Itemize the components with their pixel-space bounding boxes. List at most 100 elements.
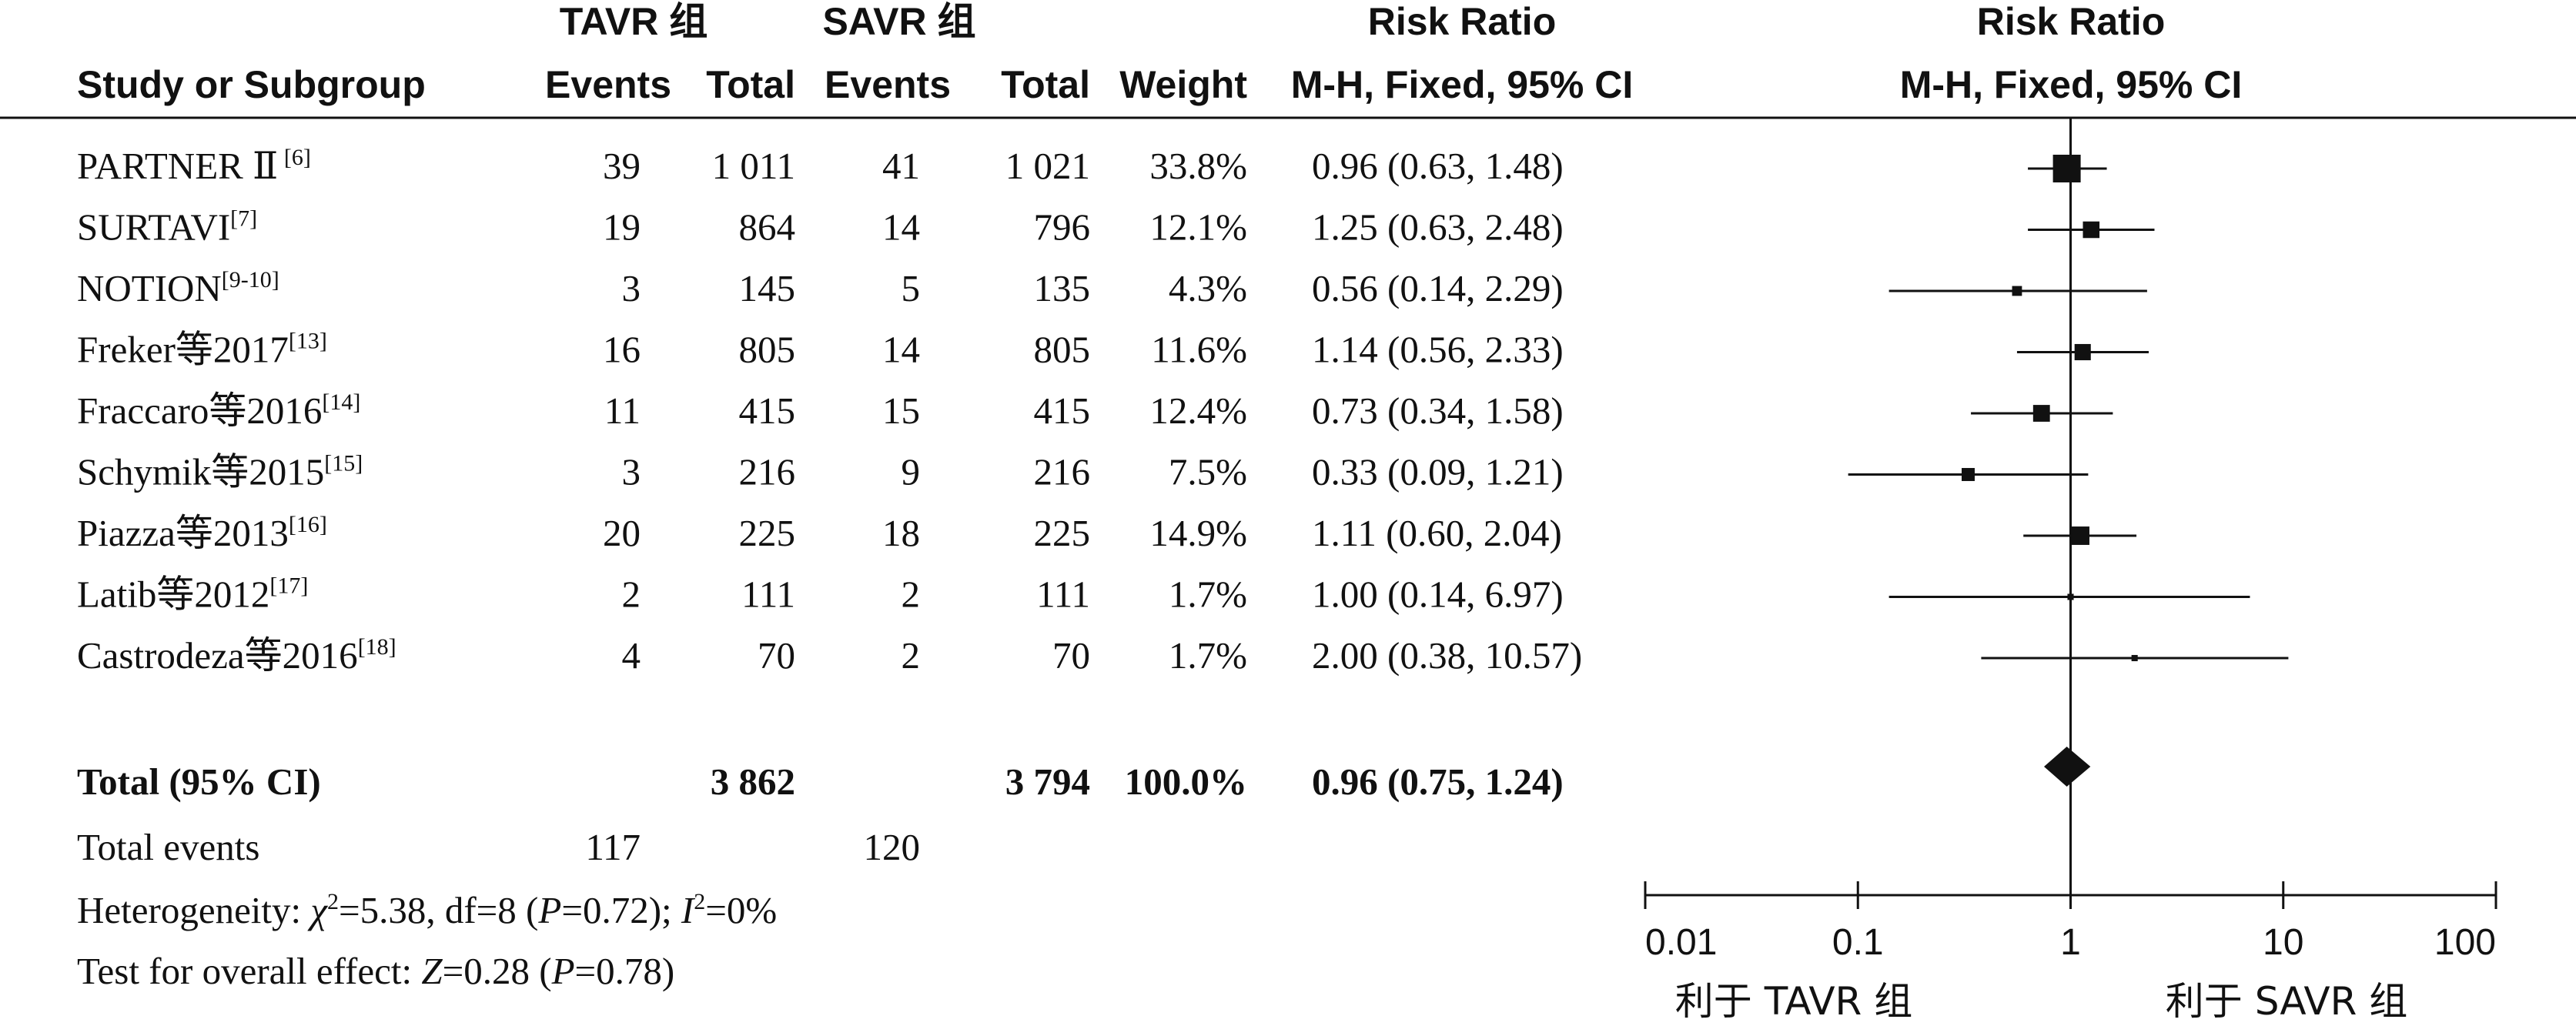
study-label: Schymik等2015 bbox=[77, 451, 324, 493]
axis-tick-label: 1 bbox=[2060, 922, 2081, 963]
events-tavr: 11 bbox=[604, 389, 641, 432]
point-estimate-square bbox=[1962, 468, 1975, 481]
header-group1: TAVR 组 bbox=[560, 0, 708, 43]
study-name: Piazza等2013[16] bbox=[77, 512, 327, 554]
weight-value: 14.9% bbox=[1149, 512, 1247, 554]
header-study: Study or Subgroup bbox=[77, 63, 426, 106]
study-reference: [14] bbox=[322, 389, 360, 415]
oe-p-val: =0.78) bbox=[575, 950, 675, 992]
events-tavr: 20 bbox=[603, 512, 641, 554]
study-name: Castrodeza等2016[18] bbox=[77, 634, 396, 677]
study-name: NOTION[9-10] bbox=[77, 267, 279, 309]
point-estimate-square bbox=[2074, 343, 2091, 361]
total-tavr: 225 bbox=[739, 512, 796, 554]
risk-ratio-ci: 1.25 (0.63, 2.48) bbox=[1312, 206, 1564, 249]
total-t2: 3 794 bbox=[1005, 760, 1090, 803]
total-savr: 135 bbox=[1034, 267, 1091, 309]
favors-right-label: 利于 SAVR 组 bbox=[2166, 979, 2407, 1024]
study-label: Latib等2012 bbox=[77, 573, 269, 616]
risk-ratio-ci: 1.14 (0.56, 2.33) bbox=[1312, 329, 1564, 371]
point-estimate-square bbox=[2067, 593, 2074, 600]
events-savr: 41 bbox=[882, 145, 920, 187]
total-ci: 0.96 (0.75, 1.24) bbox=[1312, 760, 1564, 803]
het-i-sup: 2 bbox=[694, 889, 705, 914]
point-estimate-square bbox=[2032, 405, 2050, 422]
total-weight: 100.0% bbox=[1125, 760, 1247, 803]
oe-label: Test for overall effect: bbox=[77, 950, 421, 992]
events-savr: 14 bbox=[882, 329, 920, 371]
table-row: SURTAVI[7] 19 864 14 796 12.1% 1.25 (0.63, 2.4… bbox=[77, 206, 1564, 249]
table-row: Schymik等2015[15] 3 216 9 216 7.5% 0.33 (0.09, … bbox=[77, 451, 1564, 493]
events-tavr: 3 bbox=[622, 267, 641, 309]
events-savr: 9 bbox=[902, 451, 921, 493]
study-label: NOTION bbox=[77, 267, 222, 309]
header-plot-title: Risk Ratio bbox=[1977, 0, 2166, 43]
weight-value: 4.3% bbox=[1169, 267, 1247, 309]
total-savr: 111 bbox=[1036, 573, 1090, 616]
study-label: Freker等2017 bbox=[77, 329, 289, 371]
study-label: Piazza等2013 bbox=[77, 512, 289, 554]
risk-ratio-ci: 1.00 (0.14, 6.97) bbox=[1312, 573, 1564, 616]
het-chi-sup: 2 bbox=[327, 889, 339, 914]
events-savr: 2 bbox=[902, 573, 921, 616]
header-group2: SAVR 组 bbox=[822, 0, 975, 43]
total-t1: 3 862 bbox=[711, 760, 795, 803]
header-rr-method: M-H, Fixed, 95% CI bbox=[1291, 63, 1634, 106]
study-reference: [15] bbox=[324, 451, 363, 476]
study-name: SURTAVI[7] bbox=[77, 206, 257, 249]
risk-ratio-ci: 1.11 (0.60, 2.04) bbox=[1312, 512, 1562, 554]
events-tavr: 39 bbox=[603, 145, 641, 187]
oe-z-sym: Z bbox=[421, 950, 443, 992]
weight-value: 1.7% bbox=[1169, 573, 1247, 616]
weight-value: 1.7% bbox=[1169, 634, 1247, 677]
overall-effect-text: Test for overall effect: Z=0.28 (P=0.78) bbox=[77, 950, 674, 992]
study-reference: [7] bbox=[230, 206, 257, 232]
point-estimate-square bbox=[2131, 654, 2138, 662]
header-plot-method: M-H, Fixed, 95% CI bbox=[1900, 63, 2243, 106]
risk-ratio-ci: 0.33 (0.09, 1.21) bbox=[1312, 451, 1564, 493]
het-p-sym: P bbox=[537, 889, 561, 931]
axis-tick-label: 100 bbox=[2434, 922, 2496, 963]
het-i-sym: I bbox=[681, 889, 696, 931]
header-total1: Total bbox=[706, 63, 795, 106]
events-savr: 18 bbox=[882, 512, 920, 554]
total-tavr: 1 011 bbox=[712, 145, 795, 187]
header-events2: Events bbox=[825, 63, 951, 106]
events-savr: 2 bbox=[902, 634, 921, 677]
events-savr: 15 bbox=[882, 389, 920, 432]
total-label: Total (95% CI) bbox=[77, 760, 321, 803]
point-estimate-square bbox=[2071, 526, 2089, 545]
header-events1: Events bbox=[545, 63, 671, 106]
weight-value: 33.8% bbox=[1149, 145, 1247, 187]
weight-value: 7.5% bbox=[1169, 451, 1247, 493]
study-label: Fraccaro等2016 bbox=[77, 389, 322, 432]
total-tavr: 111 bbox=[741, 573, 795, 616]
study-label: PARTNER Ⅱ bbox=[77, 145, 278, 187]
total-events-e2: 120 bbox=[864, 826, 921, 868]
favors-left-label: 利于 TAVR 组 bbox=[1675, 979, 1912, 1024]
het-label: Heterogeneity: bbox=[77, 889, 310, 931]
het-i-val: =0% bbox=[705, 889, 777, 931]
total-tavr: 805 bbox=[739, 329, 796, 371]
study-name: Freker等2017[13] bbox=[77, 329, 327, 371]
oe-p-sym: P bbox=[551, 950, 575, 992]
events-savr: 5 bbox=[902, 267, 921, 309]
het-chi-val: =5.38, df=8 ( bbox=[339, 889, 538, 931]
total-savr: 805 bbox=[1034, 329, 1091, 371]
header-weight: Weight bbox=[1119, 63, 1247, 106]
study-name: Fraccaro等2016[14] bbox=[77, 389, 360, 432]
study-name: PARTNER Ⅱ [6] bbox=[77, 145, 311, 187]
study-name: Schymik等2015[15] bbox=[77, 451, 363, 493]
total-savr: 225 bbox=[1034, 512, 1091, 554]
total-savr: 796 bbox=[1034, 206, 1091, 249]
forest-plot: 0.01 0.1 1 10 100 bbox=[1644, 118, 2497, 963]
study-name: Latib等2012[17] bbox=[77, 573, 308, 616]
table-row: Castrodeza等2016[18] 4 70 2 70 1.7% 2.00 (0.38,… bbox=[77, 634, 1582, 677]
axis-tick-label: 10 bbox=[2263, 922, 2303, 963]
weight-value: 11.6% bbox=[1151, 329, 1247, 371]
header-rr-title: Risk Ratio bbox=[1368, 0, 1557, 43]
study-label: SURTAVI bbox=[77, 206, 230, 249]
total-tavr: 864 bbox=[739, 206, 796, 249]
weight-value: 12.1% bbox=[1149, 206, 1247, 249]
